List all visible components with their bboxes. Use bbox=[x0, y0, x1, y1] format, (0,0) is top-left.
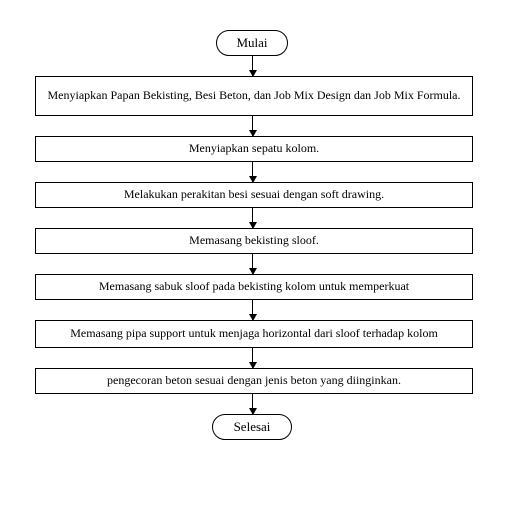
arrow-6 bbox=[252, 348, 253, 368]
step5-node: Memasang sabuk sloof pada bekisting kolo… bbox=[35, 274, 473, 300]
step6-node: Memasang pipa support untuk menjaga hori… bbox=[35, 320, 473, 348]
step7-node: pengecoran beton sesuai dengan jenis bet… bbox=[35, 368, 473, 394]
step4-node: Memasang bekisting sloof. bbox=[35, 228, 473, 254]
step6-label: Memasang pipa support untuk menjaga hori… bbox=[70, 326, 438, 342]
step1-node: Menyiapkan Papan Bekisting, Besi Beton, … bbox=[35, 76, 473, 116]
step4-label: Memasang bekisting sloof. bbox=[189, 233, 319, 249]
step2-label: Menyiapkan sepatu kolom. bbox=[189, 141, 319, 157]
arrow-4 bbox=[252, 254, 253, 274]
arrow-1 bbox=[252, 116, 253, 136]
step3-node: Melakukan perakitan besi sesuai dengan s… bbox=[35, 182, 473, 208]
step1-label: Menyiapkan Papan Bekisting, Besi Beton, … bbox=[48, 88, 461, 104]
step5-label: Memasang sabuk sloof pada bekisting kolo… bbox=[99, 279, 409, 295]
flowchart-canvas: Mulai Menyiapkan Papan Bekisting, Besi B… bbox=[0, 0, 518, 518]
arrow-7 bbox=[252, 394, 253, 414]
arrow-2 bbox=[252, 162, 253, 182]
start-label: Mulai bbox=[236, 35, 267, 51]
arrow-5 bbox=[252, 300, 253, 320]
start-node: Mulai bbox=[216, 30, 288, 56]
step2-node: Menyiapkan sepatu kolom. bbox=[35, 136, 473, 162]
end-label: Selesai bbox=[234, 419, 271, 435]
arrow-3 bbox=[252, 208, 253, 228]
step7-label: pengecoran beton sesuai dengan jenis bet… bbox=[107, 373, 401, 389]
end-node: Selesai bbox=[212, 414, 292, 440]
step3-label: Melakukan perakitan besi sesuai dengan s… bbox=[124, 187, 384, 203]
arrow-0 bbox=[252, 56, 253, 76]
